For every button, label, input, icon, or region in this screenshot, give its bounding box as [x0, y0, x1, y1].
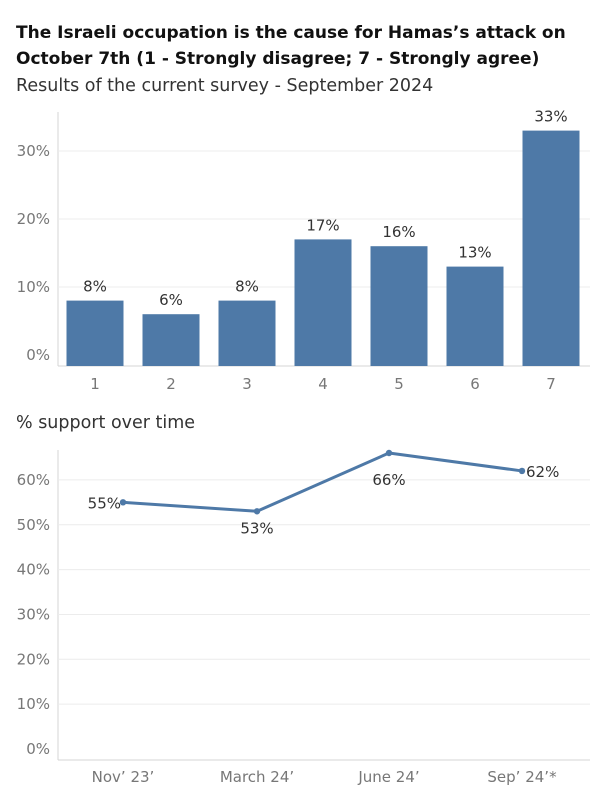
line-chart-title: % support over time: [16, 413, 196, 433]
bar-x-tick-label: 1: [90, 375, 100, 393]
line-x-tick-label: Nov’ 23’: [92, 768, 155, 786]
bar-value-label: 16%: [382, 223, 415, 241]
bar-x-tick-label: 7: [546, 375, 556, 393]
line-y-tick-label: 30%: [17, 605, 50, 623]
line-y-tick-label: 0%: [26, 740, 50, 758]
bar-value-label: 6%: [159, 291, 183, 309]
chart-subtitle: Results of the current survey - Septembe…: [16, 76, 434, 96]
line-point: [253, 508, 261, 515]
line-point: [385, 449, 393, 457]
bar: [218, 300, 276, 366]
bar-x-tick-label: 2: [166, 375, 176, 393]
bar: [294, 239, 352, 366]
bar-x-tick-label: 6: [470, 375, 480, 393]
line-value-label: 62%: [526, 463, 559, 481]
line-chart: 0% 10% 20% 30% 40% 50% 60% 55% Nov’ 23’ 53% March …: [17, 449, 590, 786]
bar-x-tick-label: 5: [394, 375, 404, 393]
bar-value-label: 17%: [306, 216, 339, 234]
line-x-tick-label: June 24’: [357, 768, 419, 786]
bar: [66, 300, 124, 366]
bar-y-tick-label: 0%: [26, 346, 50, 364]
chart-title: The Israeli occupation is the cause for …: [16, 23, 566, 69]
bar-value-label: 8%: [83, 278, 107, 296]
line-y-tick-label: 40%: [17, 561, 50, 579]
line-value-label: 53%: [240, 519, 273, 537]
line-x-tick-label: Sep’ 24’*: [487, 768, 557, 786]
bar-value-label: 13%: [458, 244, 491, 262]
line-y-tick-label: 10%: [17, 695, 50, 713]
line-value-label: 66%: [372, 471, 405, 489]
line-y-tick-label: 60%: [17, 471, 50, 489]
bar-x-tick-label: 3: [242, 375, 252, 393]
bar: [370, 246, 428, 366]
line-x-tick-label: March 24’: [220, 768, 294, 786]
bar-value-label: 33%: [534, 108, 567, 126]
line-point: [518, 467, 526, 475]
bar-y-tick-label: 20%: [17, 210, 50, 228]
bar-x-tick-label: 4: [318, 375, 328, 393]
line-point: [119, 499, 127, 506]
bar-y-tick-label: 10%: [17, 278, 50, 296]
bar-value-label: 8%: [235, 278, 259, 296]
bar: [446, 266, 504, 366]
bar-y-tick-label: 30%: [17, 142, 50, 160]
series-line: [122, 451, 523, 513]
bar-chart: 0%10%20%30%8%16%28%317%416%513%633%7: [17, 108, 590, 393]
line-value-label: 55%: [88, 494, 121, 512]
bar: [142, 314, 200, 366]
bar: [522, 130, 580, 366]
line-y-tick-label: 20%: [17, 650, 50, 668]
line-y-tick-label: 50%: [17, 516, 50, 534]
